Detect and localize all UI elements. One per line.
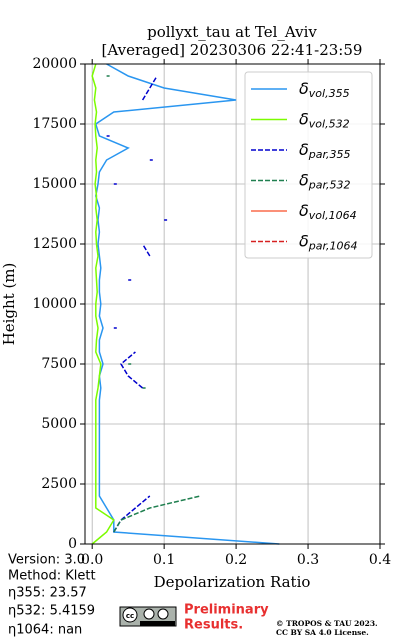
- legend-label: δpar,1064: [299, 231, 358, 253]
- footer-info: η532: 5.4159: [8, 604, 95, 619]
- y-tick-label: 5000: [41, 416, 77, 432]
- footer-info: η1064: nan: [8, 623, 82, 638]
- footer-info: Method: Klett: [8, 569, 96, 584]
- plot-frame: [84, 63, 381, 545]
- y-tick-label: 7500: [41, 356, 77, 372]
- legend-label: δpar,532: [299, 170, 351, 192]
- footer-info: Version: 3.0: [8, 553, 85, 568]
- legend-label: δvol,355: [299, 79, 350, 101]
- chart-subtitle: [Averaged] 20230306 22:41-23:59: [102, 41, 363, 59]
- profile-line: [106, 75, 168, 533]
- legend-label: δvol,1064: [299, 201, 357, 223]
- x-tick-label: 0.0: [81, 552, 103, 568]
- license: CC BY SA 4.0 License.: [276, 628, 369, 637]
- x-axis-label: Depolarization Ratio: [154, 573, 311, 591]
- profile-line: [94, 63, 280, 545]
- preliminary: Preliminary: [184, 603, 269, 618]
- x-tick-label: 0.3: [297, 552, 319, 568]
- chart-title: pollyxt_tau at Tel_Aviv: [147, 23, 317, 41]
- profile-line: [91, 63, 115, 545]
- svg-text:cc: cc: [126, 612, 134, 620]
- profile-line: [106, 75, 201, 533]
- y-tick-label: 12500: [32, 236, 77, 252]
- y-tick-label: 15000: [32, 176, 77, 192]
- footer-info: η355: 23.57: [8, 586, 87, 601]
- cc-logo: cc: [119, 606, 177, 627]
- preliminary: Results.: [184, 618, 243, 633]
- y-tick-label: 17500: [32, 116, 77, 132]
- license: © TROPOS & TAU 2023.: [276, 619, 378, 628]
- legend-label: δvol,532: [299, 109, 350, 131]
- legend-label: δpar,355: [299, 140, 351, 162]
- x-tick-label: 0.1: [153, 552, 175, 568]
- x-tick-label: 0.2: [225, 552, 247, 568]
- x-tick-label: 0.4: [369, 552, 391, 568]
- y-tick-label: 10000: [32, 296, 77, 312]
- y-tick-label: 2500: [41, 476, 77, 492]
- y-axis-label: Height (m): [0, 263, 18, 346]
- y-tick-label: 20000: [32, 56, 77, 72]
- y-tick-label: 0: [68, 536, 77, 552]
